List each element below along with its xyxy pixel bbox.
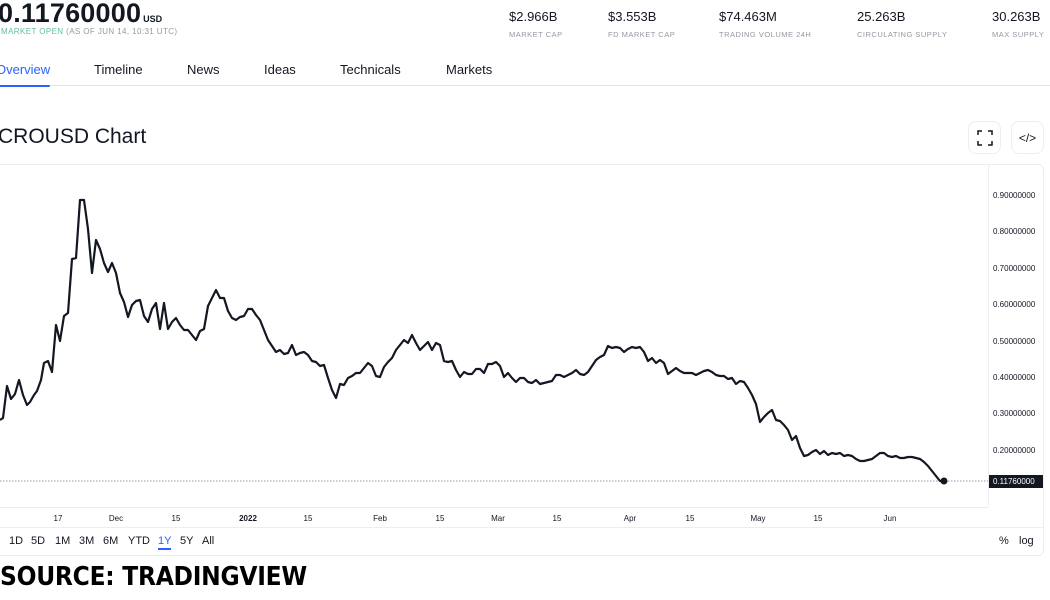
x-tick: Apr (623, 514, 637, 523)
stat-value: $3.553B (608, 9, 657, 24)
chart-title: CROUSD Chart (0, 125, 147, 148)
source-caption: SOURCE: TRADINGVIEW (0, 562, 307, 592)
tab-technicals[interactable]: Technicals (340, 62, 401, 77)
y-tick: 0.90000000 (993, 191, 1036, 200)
range-5y-button[interactable]: 5Y (180, 535, 194, 547)
time-axis-divider (0, 507, 988, 508)
stat-label: TRADING VOLUME 24H (719, 30, 812, 39)
percent-scale-button[interactable]: % (999, 535, 1009, 547)
x-tick: 15 (685, 514, 695, 523)
stat-trading-volume: $74.463M TRADING VOLUME 24H (719, 9, 811, 39)
range-6m-button[interactable]: 6M (103, 535, 119, 547)
x-tick: 15 (813, 514, 823, 523)
as-of-timestamp: (AS OF JUN 14, 10:31 UTC) (66, 27, 178, 36)
stat-value: 30.263B (992, 9, 1041, 24)
embed-button[interactable]: </> (1011, 121, 1044, 154)
y-tick: 0.60000000 (993, 300, 1036, 309)
range-3m-button[interactable]: 3M (79, 535, 95, 547)
fullscreen-button[interactable] (968, 121, 1001, 154)
fullscreen-icon (976, 129, 993, 146)
range-1d-button[interactable]: 1D (9, 535, 24, 547)
y-tick: 0.20000000 (993, 446, 1036, 455)
x-tick: 15 (435, 514, 445, 523)
stat-label: CIRCULATING SUPPLY (857, 30, 948, 39)
range-1m-button[interactable]: 1M (55, 535, 71, 547)
stat-circulating-supply: 25.263B CIRCULATING SUPPLY (857, 9, 947, 39)
price-series-line (0, 198, 944, 483)
log-scale-button[interactable]: log (1019, 535, 1034, 547)
x-tick: 2022 (239, 514, 257, 523)
stat-label: MAX SUPPLY (992, 30, 1045, 39)
price-line-chart[interactable] (0, 164, 988, 507)
tab-overview[interactable]: Overview (0, 62, 51, 87)
range-ytd-button[interactable]: YTD (128, 535, 150, 547)
current-price-axis-label: 0.11760000 (989, 475, 1043, 488)
tab-news[interactable]: News (187, 62, 220, 77)
x-tick: 15 (171, 514, 181, 523)
y-tick: 0.80000000 (993, 227, 1036, 236)
x-tick: May (750, 514, 766, 523)
y-tick: 0.30000000 (993, 409, 1036, 418)
range-all-button[interactable]: All (202, 535, 215, 547)
x-tick: 15 (303, 514, 313, 523)
y-tick: 0.40000000 (993, 373, 1036, 382)
range-5d-button[interactable]: 5D (31, 535, 46, 547)
stat-value: 25.263B (857, 9, 906, 24)
y-tick: 0.50000000 (993, 337, 1036, 346)
x-tick: Dec (108, 514, 124, 523)
tab-timeline[interactable]: Timeline (94, 62, 143, 77)
price-axis-divider (988, 164, 989, 507)
x-tick: 15 (552, 514, 562, 523)
market-status: MARKET OPEN (AS OF JUN 14, 10:31 UTC) (1, 27, 177, 36)
x-tick: Mar (491, 514, 505, 523)
currency-label: USD (143, 14, 163, 24)
x-tick: 17 (53, 514, 63, 523)
toolbar-divider (0, 527, 1044, 528)
code-embed-icon: </> (1018, 130, 1037, 145)
current-price: 0.11760000 (0, 0, 142, 28)
stat-value: $74.463M (719, 9, 777, 24)
tab-markets[interactable]: Markets (446, 62, 493, 77)
section-tabs: Overview Timeline News Ideas Technicals … (0, 56, 1050, 87)
range-1y-button[interactable]: 1Y (158, 535, 172, 550)
stat-value: $2.966B (509, 9, 558, 24)
price-header: 0.11760000 USD (0, 0, 162, 29)
tab-ideas[interactable]: Ideas (264, 62, 296, 77)
market-open-label: MARKET OPEN (1, 27, 64, 36)
stat-label: FD MARKET CAP (608, 30, 676, 39)
y-tick: 0.70000000 (993, 264, 1036, 273)
stat-market-cap: $2.966B MARKET CAP (509, 9, 563, 39)
x-tick: Feb (373, 514, 387, 523)
stat-fd-market-cap: $3.553B FD MARKET CAP (608, 9, 675, 39)
chart-container (0, 164, 1044, 556)
last-price-marker (940, 477, 948, 485)
x-tick: Jun (883, 514, 897, 523)
stat-label: MARKET CAP (509, 30, 563, 39)
stat-max-supply: 30.263B MAX SUPPLY (992, 9, 1044, 39)
